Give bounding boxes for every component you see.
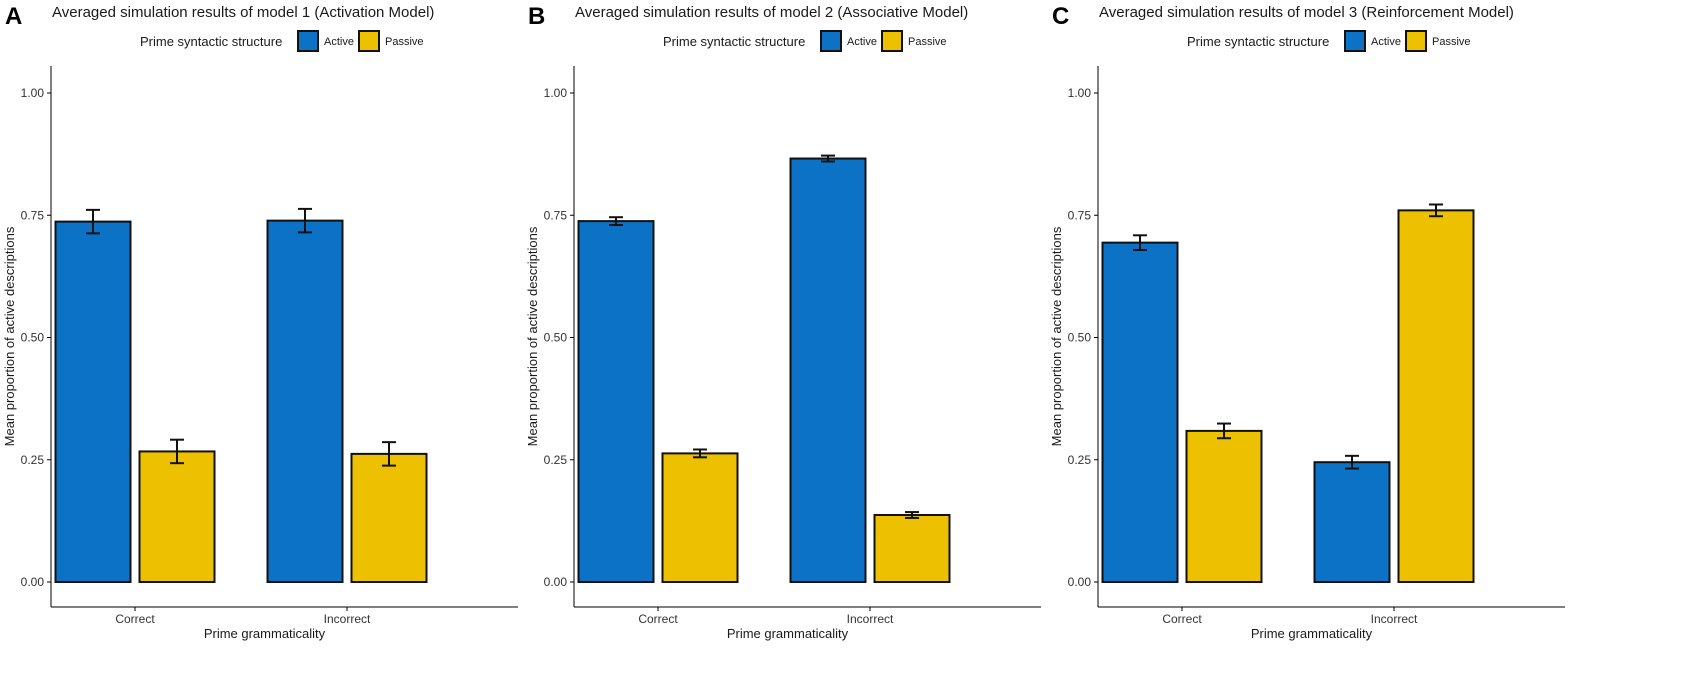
y-tick-label: 0.00 — [1068, 575, 1092, 589]
error-bar-active-correct — [1133, 234, 1147, 251]
x-tick-label: Incorrect — [1371, 612, 1418, 626]
panel-a: A Averaged simulation results of model 1 … — [2, 3, 518, 641]
legend-swatch-passive — [881, 30, 903, 52]
bar-passive-incorrect — [350, 452, 428, 583]
y-tick-label: 1.00 — [1068, 86, 1092, 100]
legend-swatch-passive — [358, 30, 380, 52]
bar-active-incorrect — [789, 157, 867, 583]
y-tick-label: 1.00 — [544, 86, 568, 100]
legend-swatch-active — [820, 30, 842, 52]
y-tick-label: 0.00 — [544, 575, 568, 589]
x-tick-label: Incorrect — [324, 612, 371, 626]
chart-title: Averaged simulation results of model 3 (… — [1099, 4, 1514, 21]
error-bar-active-correct — [609, 216, 623, 227]
legend-title: Prime syntactic structure — [663, 34, 805, 49]
legend-label-active: Active — [1371, 36, 1401, 48]
y-tick-label: 0.75 — [21, 208, 45, 222]
bar-passive-correct — [1185, 429, 1263, 583]
legend-label-passive: Passive — [385, 36, 424, 48]
bar-active-incorrect — [266, 219, 344, 583]
bar-passive-incorrect — [1397, 209, 1475, 584]
y-tick-label: 0.25 — [1068, 453, 1092, 467]
y-tick-label: 0.50 — [544, 331, 568, 345]
bar-active-correct — [1101, 241, 1179, 583]
y-tick-label: 0.25 — [544, 453, 568, 467]
panel-b: B Averaged simulation results of model 2 … — [525, 3, 1041, 641]
error-bar-passive-incorrect — [905, 511, 919, 519]
error-bar-active-incorrect — [298, 207, 312, 234]
y-axis-title: Mean proportion of active descriptions — [525, 226, 540, 446]
legend-title: Prime syntactic structure — [1187, 34, 1329, 49]
y-tick-label: 0.75 — [1068, 208, 1092, 222]
y-axis-title: Mean proportion of active descriptions — [2, 226, 17, 446]
bar-passive-correct — [661, 452, 739, 583]
y-tick-label: 0.75 — [544, 208, 568, 222]
y-tick-label: 0.25 — [21, 453, 45, 467]
x-axis-title: Prime grammaticality — [727, 626, 849, 641]
error-bar-passive-incorrect — [382, 441, 396, 467]
bar-passive-correct — [138, 450, 216, 584]
error-bar-passive-correct — [170, 438, 184, 465]
error-bar-passive-correct — [693, 448, 707, 459]
error-bar-active-incorrect — [1345, 454, 1359, 470]
chart-title: Averaged simulation results of model 2 (… — [575, 4, 968, 21]
bar-passive-incorrect — [873, 514, 951, 584]
y-axis-title: Mean proportion of active descriptions — [1049, 226, 1064, 446]
x-tick-label: Correct — [115, 612, 155, 626]
bar-active-correct — [54, 220, 132, 583]
panel-letter: B — [528, 3, 545, 30]
bar-active-incorrect — [1313, 461, 1391, 584]
bar-active-correct — [577, 220, 655, 583]
legend-swatch-active — [297, 30, 319, 52]
x-axis-title: Prime grammaticality — [204, 626, 326, 641]
legend-title: Prime syntactic structure — [140, 34, 282, 49]
panel-c: C Averaged simulation results of model 3 … — [1049, 3, 1565, 641]
error-bar-active-incorrect — [821, 154, 835, 163]
y-tick-label: 0.00 — [21, 575, 45, 589]
x-tick-label: Correct — [638, 612, 678, 626]
panel-letter: A — [5, 3, 22, 30]
chart-title: Averaged simulation results of model 1 (… — [52, 4, 434, 21]
legend: Prime syntactic structure Active Passive — [1187, 30, 1471, 52]
panel-letter: C — [1052, 3, 1069, 30]
legend-swatch-active — [1344, 30, 1366, 52]
error-bar-passive-incorrect — [1429, 203, 1443, 218]
legend-label-passive: Passive — [908, 36, 947, 48]
legend-label-passive: Passive — [1432, 36, 1471, 48]
y-tick-label: 0.50 — [21, 331, 45, 345]
legend-label-active: Active — [324, 36, 354, 48]
legend-swatch-passive — [1405, 30, 1427, 52]
x-axis-title: Prime grammaticality — [1251, 626, 1373, 641]
legend: Prime syntactic structure Active Passive — [663, 30, 947, 52]
y-tick-label: 1.00 — [21, 86, 45, 100]
y-tick-label: 0.50 — [1068, 331, 1092, 345]
error-bar-passive-correct — [1217, 422, 1231, 440]
x-tick-label: Incorrect — [847, 612, 894, 626]
legend: Prime syntactic structure Active Passive — [140, 30, 424, 52]
legend-label-active: Active — [847, 36, 877, 48]
x-tick-label: Correct — [1162, 612, 1202, 626]
error-bar-active-correct — [86, 208, 100, 235]
